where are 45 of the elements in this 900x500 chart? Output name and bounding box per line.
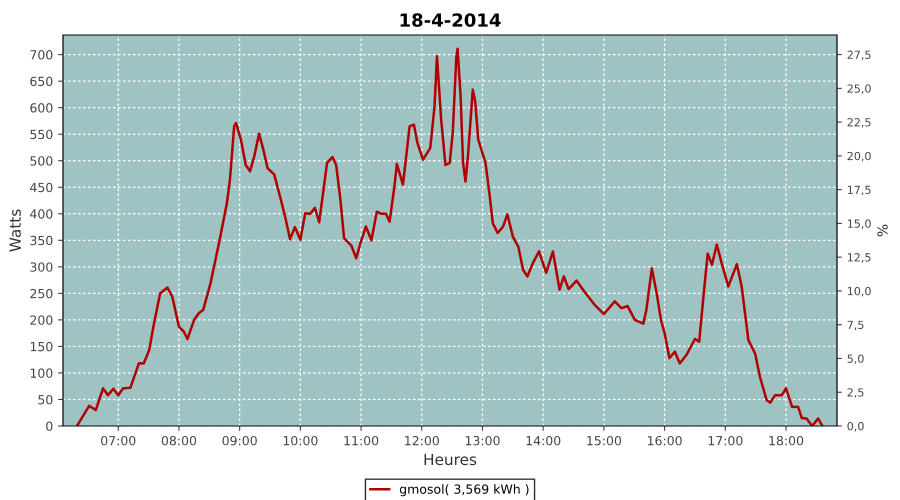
y-tick-label: 450: [30, 182, 52, 192]
x-axis-title: Heures: [424, 454, 476, 466]
y-tick-label: 100: [30, 368, 52, 378]
y2-tick-label: 15,0: [848, 219, 871, 229]
y-tick-label: 50: [38, 394, 52, 404]
y2-tick-label: 22,5: [848, 118, 870, 128]
y-tick-label: 250: [30, 288, 52, 298]
y2-tick-label: 7,5: [848, 320, 864, 330]
y-tick-label: 300: [30, 262, 52, 272]
x-tick-label: 11:00: [344, 436, 378, 446]
y2-tick-label: 27,5: [848, 50, 870, 60]
y-tick-label: 400: [30, 209, 52, 219]
y2-tick-label: 17,5: [848, 186, 870, 196]
y-tick-label: 700: [30, 50, 52, 60]
x-tick-label: 18:00: [769, 436, 804, 446]
x-tick-label: 16:00: [648, 436, 682, 446]
y2-axis-title: %: [877, 224, 888, 236]
y-tick-label: 550: [30, 130, 52, 140]
y2-tick-label: 0,0: [847, 422, 864, 432]
x-tick-label: 13:00: [466, 436, 500, 446]
y-tick-label: 150: [30, 342, 52, 352]
y-tick-label: 350: [30, 236, 52, 246]
y2-tick-label: 10,0: [848, 286, 871, 296]
y-axis-title: Watts: [10, 210, 21, 252]
y-tick-label: 500: [30, 156, 52, 166]
y-tick-label: 0: [46, 421, 52, 431]
y-tick-label: 200: [30, 315, 52, 325]
y2-tick-label: 2,5: [848, 388, 864, 398]
x-tick-label: 10:00: [284, 436, 318, 446]
legend-label: gmosol( 3,569 kWh ): [400, 484, 528, 496]
x-tick-label: 15:00: [587, 436, 622, 446]
y2-tick-label: 20,0: [848, 152, 871, 162]
x-tick-label: 14:00: [526, 436, 560, 446]
x-tick-label: 12:00: [405, 436, 439, 446]
line-series: [76, 48, 824, 426]
y2-tick-label: 5,0: [848, 354, 864, 364]
x-tick-label: 08:00: [162, 436, 196, 446]
y-tick-label: 650: [30, 76, 52, 86]
chart-title: 18-4-2014: [400, 13, 501, 27]
x-tick-label: 09:00: [222, 436, 257, 446]
y-tick-label: 600: [30, 103, 52, 113]
y2-tick-label: 12,5: [848, 253, 870, 263]
x-tick-label: 07:00: [101, 436, 136, 446]
x-tick-label: 17:00: [708, 436, 742, 446]
y2-tick-label: 25,0: [848, 84, 871, 94]
